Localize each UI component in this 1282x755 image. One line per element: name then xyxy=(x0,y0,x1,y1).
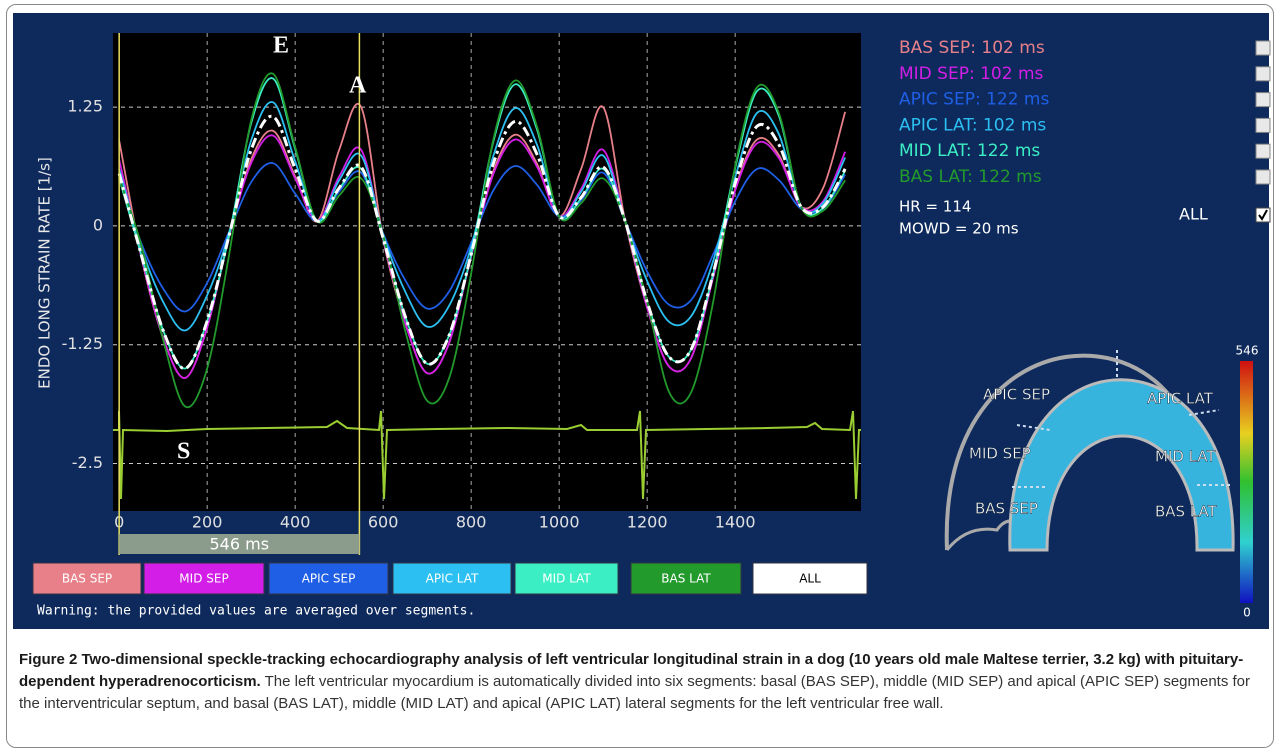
legend-checkbox[interactable] xyxy=(1256,118,1270,132)
x-tick-label: 200 xyxy=(192,513,223,532)
legend-entry: BAS LAT: 122 ms xyxy=(899,167,1042,187)
all-checkbox[interactable] xyxy=(1256,208,1270,222)
y-tick-label: 0 xyxy=(93,215,103,234)
x-tick-label: 1400 xyxy=(715,513,756,532)
segment-label: BAS SEP xyxy=(975,500,1038,518)
segment-button-label: APIC LAT xyxy=(426,572,479,586)
legend-entry: MID SEP: 102 ms xyxy=(899,64,1044,84)
x-tick-label: 800 xyxy=(456,513,487,532)
y-axis-title: ENDO LONG STRAIN RATE [1/s] xyxy=(36,157,54,389)
segment-button-label: MID LAT xyxy=(542,572,591,586)
x-tick-label: 600 xyxy=(368,513,399,532)
segment-label: MID SEP xyxy=(969,445,1031,463)
legend-entry: APIC SEP: 122 ms xyxy=(899,90,1049,110)
x-tick-label: 400 xyxy=(280,513,311,532)
colorbar-max: 546 xyxy=(1236,344,1259,358)
legend-checkbox[interactable] xyxy=(1256,144,1270,158)
y-tick-label: -1.25 xyxy=(62,334,103,353)
legend-checkbox[interactable] xyxy=(1256,170,1270,184)
segment-label: APIC SEP xyxy=(983,386,1050,404)
segment-label: BAS LAT xyxy=(1155,503,1218,521)
mowd-label: MOWD = 20 ms xyxy=(899,220,1019,238)
y-tick-label: 1.25 xyxy=(67,97,103,116)
colorbar xyxy=(1240,361,1253,603)
segment-button-label: BAS SEP xyxy=(62,572,112,586)
caption: Figure 2 Two-dimensional speckle-trackin… xyxy=(19,649,1263,715)
figure: ENDO LONG STRAIN RATE [1/s] Warning: the… xyxy=(6,4,1274,748)
colorbar-min: 0 xyxy=(1243,606,1251,620)
segment-button-label: MID SEP xyxy=(179,572,228,586)
annotation: A xyxy=(349,73,367,99)
x-tick-label: 1000 xyxy=(539,513,580,532)
segment-button-label: BAS LAT xyxy=(661,572,711,586)
annotation: S xyxy=(177,439,190,465)
annotation: E xyxy=(273,33,289,59)
segment-button-label: APIC SEP xyxy=(302,572,356,586)
legend-entry: MID LAT: 122 ms xyxy=(899,141,1040,161)
cursor-span-label: 546 ms xyxy=(210,535,270,554)
software-panel: ENDO LONG STRAIN RATE [1/s] Warning: the… xyxy=(7,5,1274,645)
segment-label: APIC LAT xyxy=(1147,390,1214,408)
all-label: ALL xyxy=(1179,205,1208,224)
y-tick-label: -2.5 xyxy=(72,453,103,472)
segment-label: MID LAT xyxy=(1155,448,1216,466)
legend-checkbox[interactable] xyxy=(1256,93,1270,107)
legend-entry: APIC LAT: 102 ms xyxy=(899,115,1046,135)
legend-checkbox[interactable] xyxy=(1256,41,1270,55)
legend-entry: BAS SEP: 102 ms xyxy=(899,38,1045,58)
all-button-label: ALL xyxy=(799,572,821,586)
hr-label: HR = 114 xyxy=(899,198,971,216)
x-tick-label: 1200 xyxy=(627,513,668,532)
legend-checkbox[interactable] xyxy=(1256,67,1270,81)
warning: Warning: the provided values are average… xyxy=(37,604,475,619)
